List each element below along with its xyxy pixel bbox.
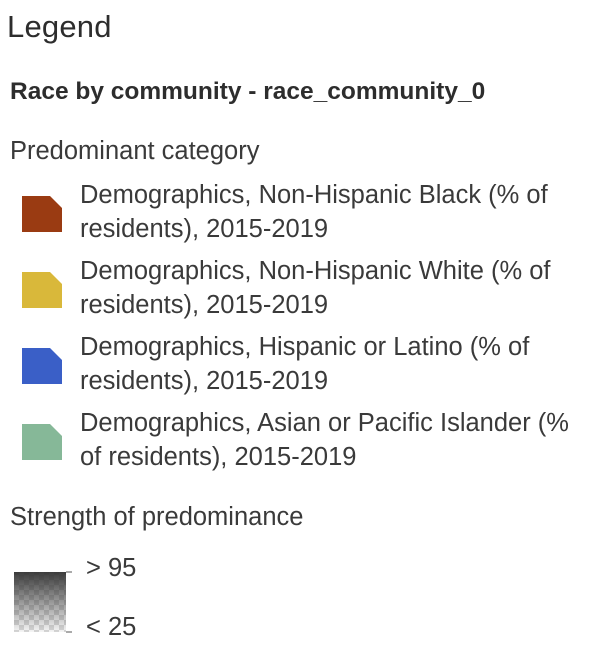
legend-item-label: Demographics, Non-Hispanic Black (% of r… — [80, 181, 548, 243]
legend-item-label: Demographics, Asian or Pacific Islander … — [80, 409, 569, 471]
layer-title: Race by community - race_community_0 — [10, 78, 486, 105]
legend-title: Legend — [7, 9, 112, 44]
strength-ramp — [14, 570, 74, 634]
legend-item-asian-pacific-islander: Demographics, Asian or Pacific Islander … — [0, 406, 600, 478]
strength-of-predominance-label: Strength of predominance — [10, 503, 304, 531]
predominant-category-label: Predominant category — [10, 137, 260, 165]
swatch-hispanic-latino — [20, 346, 64, 386]
legend-item-label: Demographics, Hispanic or Latino (% of r… — [80, 333, 530, 395]
swatch-non-hispanic-black — [20, 194, 64, 234]
legend-item-label: Demographics, Non-Hispanic White (% of r… — [80, 257, 551, 319]
strength-high-label: > 95 — [86, 554, 137, 582]
swatch-asian-pacific-islander — [20, 422, 64, 462]
strength-low-label: < 25 — [86, 613, 137, 641]
legend-item-non-hispanic-black: Demographics, Non-Hispanic Black (% of r… — [0, 178, 600, 250]
legend-item-non-hispanic-white: Demographics, Non-Hispanic White (% of r… — [0, 254, 600, 326]
swatch-non-hispanic-white — [20, 270, 64, 310]
legend-item-hispanic-latino: Demographics, Hispanic or Latino (% of r… — [0, 330, 600, 402]
